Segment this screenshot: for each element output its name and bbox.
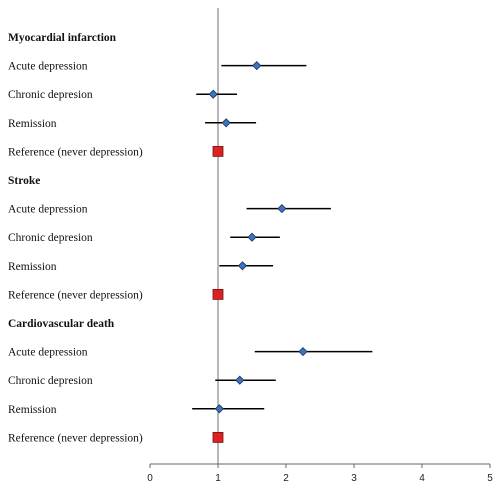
reference-marker <box>212 431 224 443</box>
row-label: Remission <box>8 261 57 273</box>
row-label: Reference (never depression) <box>8 432 143 444</box>
reference-marker <box>212 288 224 300</box>
group-header: Stroke <box>8 175 40 187</box>
row-label: Reference (never depression) <box>8 289 143 301</box>
row-label: Reference (never depression) <box>8 146 143 158</box>
estimate-marker <box>252 61 262 71</box>
x-tick-label: 4 <box>419 473 425 484</box>
row-labels: Myocardial infarction Acute depression Chr… <box>8 32 143 444</box>
row-label: Acute depression <box>8 204 88 216</box>
reference-marker <box>212 145 224 157</box>
estimate-marker <box>298 347 308 357</box>
row-label: Chronic depresion <box>8 89 93 101</box>
x-tick-label: 0 <box>147 473 153 484</box>
row-label: Chronic depresion <box>8 375 93 387</box>
row-label: Remission <box>8 404 57 416</box>
row-label: Remission <box>8 118 57 130</box>
estimate-marker <box>235 375 245 385</box>
x-tick-label: 5 <box>487 473 493 484</box>
x-tick-label: 1 <box>215 473 221 484</box>
estimate-marker <box>208 89 218 99</box>
x-tick-label: 3 <box>351 473 357 484</box>
x-tick-label: 2 <box>283 473 289 484</box>
row-label: Acute depression <box>8 347 88 359</box>
estimate-marker <box>277 204 287 214</box>
estimate-marker <box>237 261 248 271</box>
group-header: Myocardial infarction <box>8 32 117 44</box>
estimate-marker <box>221 118 231 128</box>
x-axis: 0 1 2 3 4 5 <box>147 463 493 484</box>
estimate-marker <box>247 232 257 242</box>
estimate-markers <box>208 61 308 443</box>
row-label: Acute depression <box>8 61 88 73</box>
estimate-marker <box>214 404 224 414</box>
confidence-intervals <box>192 64 373 410</box>
row-label: Chronic depresion <box>8 232 93 244</box>
group-header: Cardiovascular death <box>8 318 115 330</box>
